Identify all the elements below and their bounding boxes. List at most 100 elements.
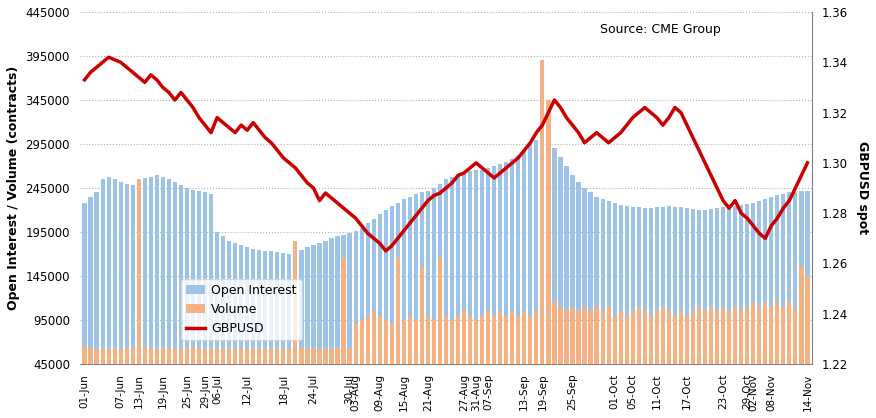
- Text: Source: CME Group: Source: CME Group: [600, 23, 721, 36]
- Bar: [751, 303, 755, 404]
- Bar: [805, 191, 809, 404]
- Bar: [107, 176, 110, 404]
- Bar: [269, 349, 273, 404]
- Bar: [118, 349, 123, 404]
- Bar: [691, 311, 695, 404]
- Bar: [685, 208, 689, 404]
- Bar: [799, 267, 803, 404]
- GBPUSD: [380, 248, 391, 253]
- Bar: [191, 347, 195, 404]
- Bar: [131, 347, 135, 404]
- Bar: [781, 194, 786, 404]
- Bar: [354, 231, 357, 404]
- Bar: [354, 324, 357, 404]
- Bar: [697, 307, 701, 404]
- Bar: [654, 311, 659, 404]
- Bar: [239, 245, 244, 404]
- Bar: [456, 175, 460, 404]
- Bar: [504, 162, 508, 404]
- GBPUSD: [158, 85, 168, 90]
- Bar: [673, 206, 677, 404]
- Bar: [612, 316, 617, 404]
- Bar: [245, 349, 250, 404]
- Bar: [589, 311, 593, 404]
- Bar: [492, 316, 497, 404]
- Bar: [287, 348, 292, 404]
- Bar: [595, 197, 598, 404]
- Bar: [739, 205, 743, 404]
- Bar: [155, 349, 159, 404]
- Bar: [173, 348, 177, 404]
- Bar: [709, 307, 713, 404]
- Bar: [251, 348, 255, 404]
- Bar: [625, 206, 629, 404]
- Bar: [191, 190, 195, 404]
- Bar: [667, 311, 671, 404]
- Bar: [263, 348, 267, 404]
- Bar: [570, 307, 575, 404]
- Bar: [82, 347, 87, 404]
- Bar: [745, 204, 749, 404]
- Bar: [673, 316, 677, 404]
- Bar: [402, 199, 406, 404]
- Bar: [155, 175, 159, 404]
- Bar: [317, 243, 321, 404]
- Bar: [137, 179, 141, 404]
- Bar: [788, 192, 792, 404]
- Bar: [88, 197, 93, 404]
- Bar: [149, 348, 153, 404]
- Bar: [233, 243, 237, 404]
- Bar: [534, 311, 539, 404]
- Bar: [118, 182, 123, 404]
- Bar: [763, 199, 767, 404]
- Bar: [631, 206, 635, 404]
- Bar: [306, 349, 309, 404]
- Bar: [601, 311, 604, 404]
- Bar: [498, 164, 502, 404]
- Bar: [348, 348, 351, 404]
- Bar: [654, 207, 659, 404]
- Bar: [239, 348, 244, 404]
- Bar: [576, 182, 581, 404]
- Bar: [203, 349, 207, 404]
- Bar: [468, 316, 472, 404]
- Bar: [293, 252, 298, 404]
- Bar: [727, 311, 731, 404]
- Bar: [112, 348, 117, 404]
- Bar: [203, 192, 207, 404]
- GBPUSD: [103, 55, 114, 60]
- Bar: [143, 178, 147, 404]
- Bar: [444, 316, 449, 404]
- Bar: [606, 307, 611, 404]
- Bar: [583, 188, 587, 404]
- Bar: [438, 258, 442, 404]
- Bar: [269, 251, 273, 404]
- Bar: [185, 188, 189, 404]
- GBPUSD: [766, 223, 776, 228]
- Bar: [805, 276, 809, 404]
- Bar: [396, 203, 400, 404]
- Bar: [348, 233, 351, 404]
- Bar: [685, 316, 689, 404]
- Bar: [788, 303, 792, 404]
- Bar: [679, 311, 683, 404]
- Bar: [492, 166, 497, 404]
- Bar: [221, 237, 225, 404]
- Bar: [552, 303, 556, 404]
- Bar: [745, 307, 749, 404]
- Bar: [649, 316, 653, 404]
- Bar: [95, 349, 99, 404]
- Legend: Open Interest, Volume, GBPUSD: Open Interest, Volume, GBPUSD: [181, 279, 301, 340]
- Bar: [197, 348, 201, 404]
- Bar: [407, 197, 412, 404]
- Bar: [643, 311, 646, 404]
- Bar: [727, 206, 731, 404]
- Bar: [757, 201, 761, 404]
- Bar: [625, 316, 629, 404]
- Bar: [721, 207, 725, 404]
- Bar: [775, 195, 780, 404]
- Y-axis label: GBPUSD spot: GBPUSD spot: [856, 141, 869, 234]
- Bar: [522, 150, 526, 404]
- Bar: [637, 307, 641, 404]
- Bar: [317, 349, 321, 404]
